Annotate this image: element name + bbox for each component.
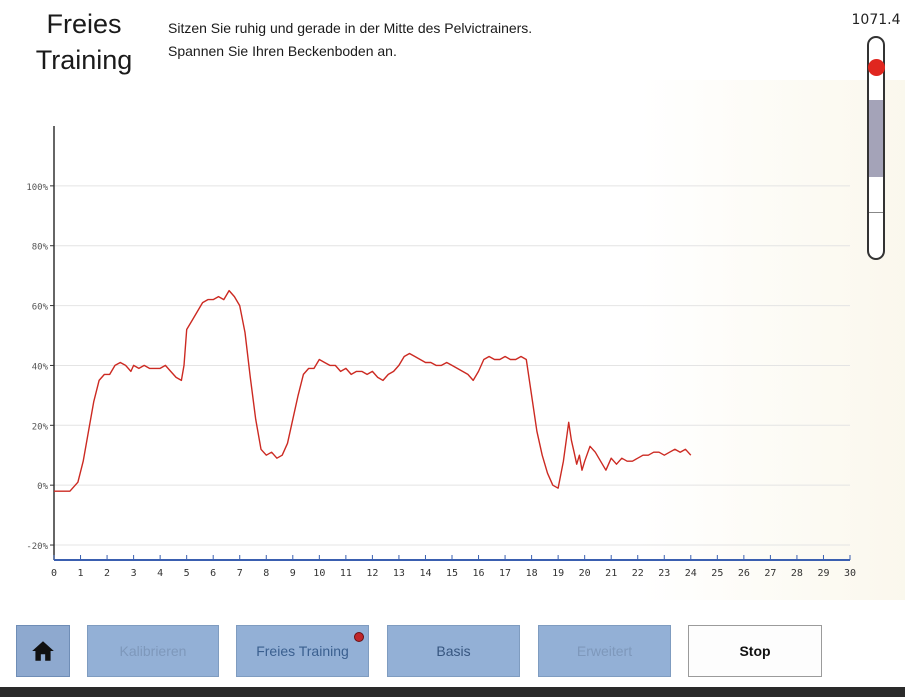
y-tick-label: 80%	[32, 243, 49, 253]
x-tick-label: 13	[393, 568, 405, 579]
x-tick-label: 22	[632, 568, 644, 579]
y-tick-label: 20%	[32, 422, 49, 432]
x-tick-label: 5	[184, 568, 190, 579]
x-tick-label: 20	[579, 568, 591, 579]
training-chart: 100%80%60%40%20%0%-20%0 1 2 3 4 5 6 7 8 9 10 11 12 13…	[26, 126, 856, 579]
x-tick-label: 7	[237, 568, 243, 579]
home-button[interactable]	[16, 625, 70, 677]
gauge-level-marker	[868, 58, 885, 76]
x-tick-label: 21	[605, 568, 617, 579]
x-tick-label: 27	[764, 568, 776, 579]
instruction-line2: Spannen Sie Ihren Beckenboden an.	[168, 43, 397, 59]
bottom-toolbar: Kalibrieren Freies Training Basis Erweit…	[0, 620, 905, 680]
y-tick-label: 0%	[37, 482, 48, 492]
page-title: Freies Training	[22, 6, 146, 78]
y-tick-label: 60%	[32, 303, 49, 313]
page-title-line2: Training	[35, 45, 133, 75]
x-tick-label: 29	[817, 568, 829, 579]
header-area	[0, 0, 905, 80]
pressure-gauge	[867, 36, 885, 260]
x-tick-label: 9	[290, 568, 296, 579]
home-icon	[32, 641, 54, 661]
freies-training-button[interactable]: Freies Training	[236, 625, 369, 677]
stop-button[interactable]: Stop	[688, 625, 822, 677]
freies-training-label: Freies Training	[256, 643, 349, 659]
x-tick-label: 25	[711, 568, 723, 579]
screen-bezel	[0, 687, 905, 697]
screen-glare	[640, 80, 905, 600]
kalibrieren-button[interactable]: Kalibrieren	[87, 625, 219, 677]
x-tick-label: 15	[446, 568, 458, 579]
x-tick-label: 26	[738, 568, 750, 579]
x-tick-label: 14	[419, 568, 431, 579]
x-tick-label: 0	[51, 568, 57, 579]
series-line	[54, 289, 692, 492]
x-tick-label: 16	[473, 568, 485, 579]
instruction-line1: Sitzen Sie ruhig und gerade in der Mitte…	[168, 20, 533, 36]
x-tick-label: 6	[210, 568, 216, 579]
x-tick-label: 23	[658, 568, 670, 579]
x-tick-label: 4	[157, 568, 163, 579]
x-tick-label: 8	[263, 568, 269, 579]
x-tick-label: 12	[366, 568, 378, 579]
page-title-line1: Freies	[46, 9, 122, 39]
y-tick-label: 100%	[26, 183, 48, 193]
instructions: Sitzen Sie ruhig und gerade in der Mitte…	[168, 17, 532, 63]
x-tick-label: 24	[685, 568, 697, 579]
gauge-target-band	[869, 99, 883, 177]
active-indicator-dot	[354, 632, 364, 642]
gauge-tick	[869, 212, 883, 213]
erweitert-button[interactable]: Erweitert	[538, 625, 671, 677]
x-tick-label: 3	[131, 568, 137, 579]
y-tick-label: -20%	[26, 542, 48, 552]
x-tick-label: 2	[104, 568, 110, 579]
x-tick-label: 18	[526, 568, 538, 579]
x-tick-label: 28	[791, 568, 803, 579]
x-tick-label: 11	[340, 568, 352, 579]
x-tick-label: 19	[552, 568, 564, 579]
basis-button[interactable]: Basis	[387, 625, 520, 677]
x-tick-label: 10	[313, 568, 325, 579]
gauge-value: 1071.4	[851, 12, 901, 28]
x-tick-label: 17	[499, 568, 511, 579]
x-tick-label: 30	[844, 568, 856, 579]
x-tick-label: 1	[78, 568, 84, 579]
y-tick-label: 40%	[32, 362, 49, 372]
